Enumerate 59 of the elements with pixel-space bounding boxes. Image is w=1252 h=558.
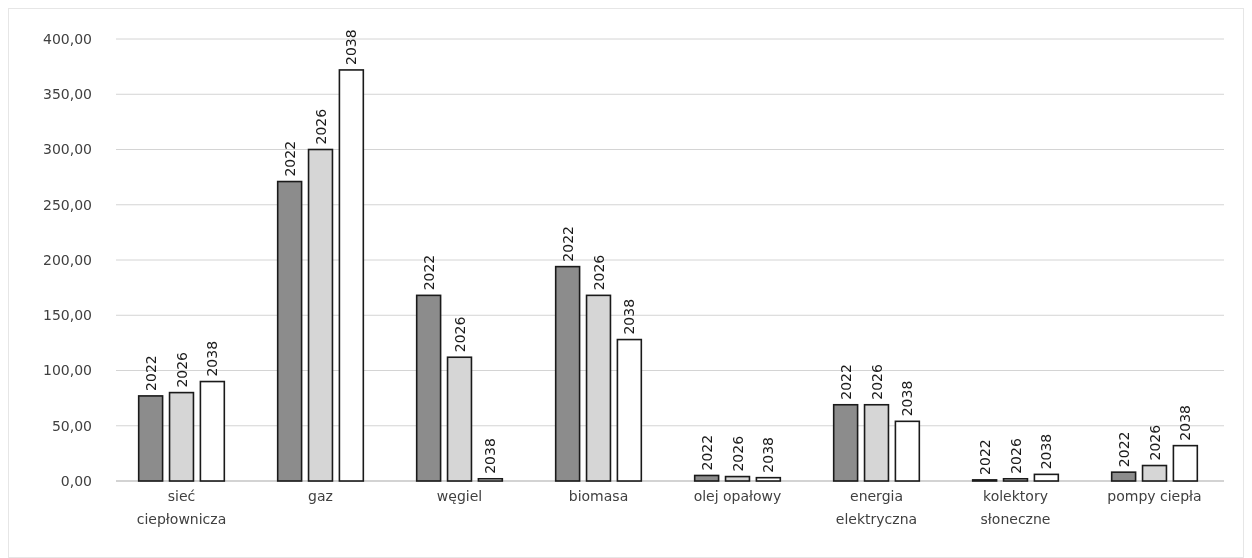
bar <box>616 338 643 482</box>
bar <box>137 395 164 482</box>
y-tick-label: 0,00 <box>60 472 92 489</box>
y-tick-label: 150,00 <box>43 307 92 324</box>
text: 2038 <box>204 340 221 377</box>
text: 2026 <box>729 435 746 472</box>
x-tick-label: olej opałowy <box>693 488 782 504</box>
text: 2026 <box>1146 424 1163 461</box>
y-tick-label: 250,00 <box>43 196 92 213</box>
bar <box>755 476 782 482</box>
text: 2038 <box>621 298 638 335</box>
text: 2022 <box>1115 431 1132 468</box>
bar <box>1110 471 1137 482</box>
text: 2038 <box>482 438 499 474</box>
bar <box>554 265 581 482</box>
bar <box>1141 464 1168 482</box>
text: 2022 <box>698 434 715 471</box>
text: 2022 <box>281 140 298 177</box>
y-tick-label: 350,00 <box>43 86 92 103</box>
y-tick-label: 200,00 <box>43 251 92 268</box>
text: 2038 <box>343 29 360 65</box>
text: 2038 <box>1177 405 1194 441</box>
bar <box>832 403 859 482</box>
bar <box>477 477 504 482</box>
text: 2026 <box>868 364 885 400</box>
text: 2026 <box>590 254 607 291</box>
text: 2038 <box>899 380 916 417</box>
text: 2026 <box>1007 438 1024 474</box>
y-tick-label: 50,00 <box>51 417 92 434</box>
x-tick-label: energia elektryczna <box>835 488 918 527</box>
text: 2022 <box>976 439 993 475</box>
x-tick-label: węgiel <box>436 488 483 504</box>
x-tick-label: kolektory słoneczne <box>980 488 1051 527</box>
x-tick-label: biomasa <box>568 488 629 504</box>
text: 2022 <box>420 254 437 291</box>
y-tick-label: 300,00 <box>43 141 92 158</box>
y-tick-label: 100,00 <box>43 362 92 379</box>
text: 2026 <box>451 316 468 353</box>
bar <box>276 180 303 482</box>
x-tick-label: pompy ciepła <box>1107 488 1202 504</box>
bar <box>693 474 720 482</box>
bar <box>724 475 751 482</box>
bar <box>1172 444 1199 482</box>
text: 2038 <box>1038 433 1055 470</box>
x-tick-label: gaz <box>308 488 333 504</box>
text: 2038 <box>760 437 777 473</box>
x-tick-label: sieć ciepłownicza <box>136 488 227 527</box>
text: 2026 <box>312 108 329 145</box>
bar <box>894 420 921 482</box>
bar <box>1033 473 1060 482</box>
text: 2026 <box>173 351 190 388</box>
bar <box>199 380 226 482</box>
y-tick-label: 400,00 <box>43 30 92 47</box>
text: 2022 <box>142 355 159 391</box>
text: 2022 <box>837 364 854 400</box>
bar <box>1002 477 1029 482</box>
text: 2022 <box>559 225 576 262</box>
bar <box>415 294 442 482</box>
bar <box>338 69 365 482</box>
